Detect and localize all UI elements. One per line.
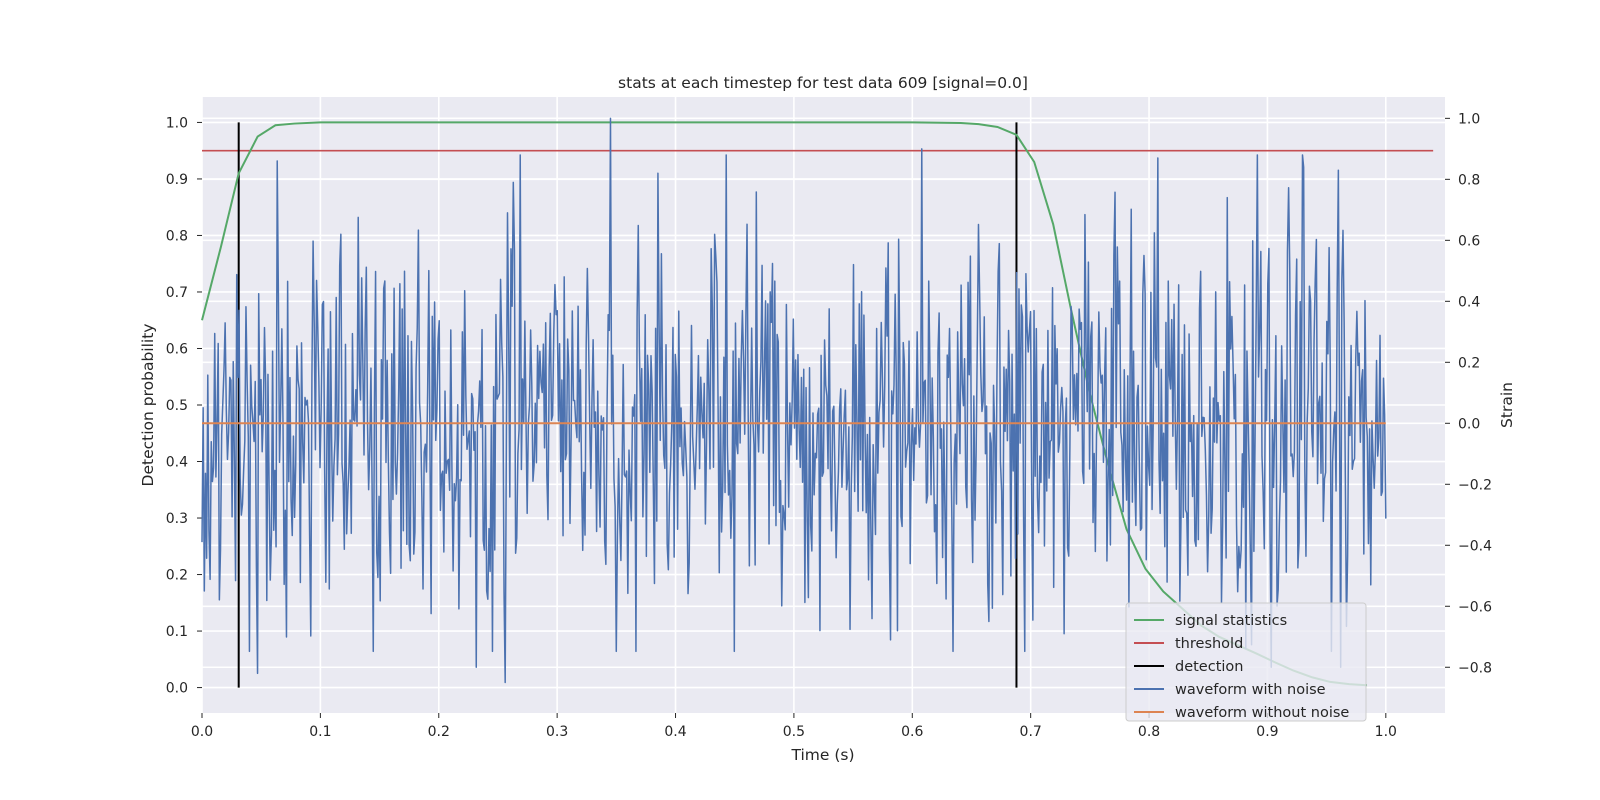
right-y-axis: −0.8 −0.6 −0.4 −0.2 0.0 0.2 0.4 0.6 0.8 1.0: [1445, 111, 1492, 676]
right-y-tick-label: 0.6: [1458, 233, 1480, 249]
legend-box: [1125, 602, 1367, 722]
right-y-tick-label: −0.6: [1458, 599, 1492, 615]
x-tick-label: 0.2: [428, 724, 450, 740]
left-y-tick-label: 0.9: [166, 172, 188, 188]
x-tick-label: 0.0: [191, 724, 213, 740]
legend: signal statistics threshold detection wavef…: [1125, 602, 1367, 722]
legend-label: waveform without noise: [1175, 705, 1349, 721]
right-y-axis-label: Strain: [1498, 382, 1516, 428]
x-tick-label: 0.8: [1138, 724, 1160, 740]
x-tick-label: 0.7: [1020, 724, 1042, 740]
x-axis: 0.0 0.1 0.2 0.3 0.4 0.5 0.6 0.7 0.8 0.9 1.0: [191, 713, 1397, 740]
legend-label: threshold: [1175, 636, 1243, 652]
right-y-tick-label: −0.4: [1458, 538, 1492, 554]
right-y-tick-label: 0.4: [1458, 294, 1480, 310]
waveform-with-noise-line: [201, 117, 1387, 684]
left-y-tick-label: 0.2: [166, 568, 188, 584]
left-y-tick-label: 0.7: [166, 285, 188, 301]
right-y-tick-label: 0.8: [1458, 172, 1480, 188]
legend-label: detection: [1175, 659, 1243, 675]
chart-title: stats at each timestep for test data 609…: [618, 74, 1028, 92]
x-axis-label: Time (s): [790, 746, 854, 764]
right-y-tick-label: −0.2: [1458, 477, 1492, 493]
left-y-tick-label: 0.3: [166, 511, 188, 527]
right-y-tick-label: 0.0: [1458, 416, 1480, 432]
x-tick-label: 0.3: [546, 724, 568, 740]
left-y-tick-label: 1.0: [166, 115, 188, 131]
x-tick-label: 0.4: [664, 724, 686, 740]
right-y-tick-label: 0.2: [1458, 355, 1480, 371]
x-tick-label: 0.5: [783, 724, 805, 740]
x-tick-label: 0.9: [1256, 724, 1278, 740]
legend-label: waveform with noise: [1175, 682, 1326, 698]
x-tick-label: 0.6: [901, 724, 923, 740]
left-y-tick-label: 0.1: [166, 624, 188, 640]
right-y-tick-label: −0.8: [1458, 660, 1492, 676]
left-y-tick-label: 0.8: [166, 228, 188, 244]
left-y-tick-label: 0.0: [166, 681, 188, 697]
x-tick-label: 1.0: [1375, 724, 1397, 740]
left-y-axis: 0.0 0.1 0.2 0.3 0.4 0.5 0.6 0.7 0.8 0.9 1.0: [166, 115, 202, 697]
legend-label: signal statistics: [1175, 613, 1287, 629]
left-y-tick-label: 0.4: [166, 455, 188, 471]
x-tick-label: 0.1: [309, 724, 331, 740]
left-y-tick-label: 0.5: [166, 398, 188, 414]
right-y-tick-label: 1.0: [1458, 111, 1480, 127]
left-y-axis-label: Detection probability: [139, 324, 157, 487]
left-y-tick-label: 0.6: [166, 341, 188, 357]
